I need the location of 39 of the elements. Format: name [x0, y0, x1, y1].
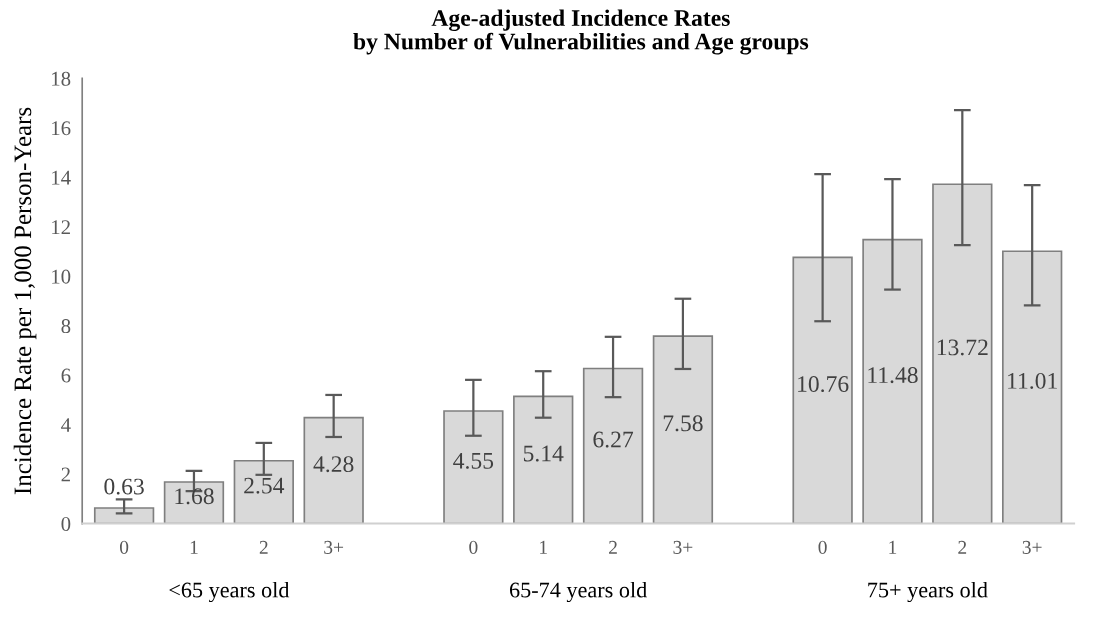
x-tick-label: 1: [190, 540, 198, 554]
y-tick-label: 16: [52, 121, 71, 136]
x-tick-label: 0: [469, 540, 478, 554]
text: <65 years old: [169, 581, 290, 603]
data-label: 11.01: [1008, 372, 1057, 389]
x-tick-label: 1: [540, 540, 547, 554]
y-tick-label: 18: [52, 71, 71, 86]
data-label: 4.55: [453, 452, 494, 469]
data-label: 11.48: [868, 367, 918, 384]
data-label: 5.14: [523, 445, 564, 462]
chart-title: Age-adjusted Incidence Rates by Number of Vulnerabilities and Age groups: [353, 9, 809, 55]
y-tick-label: 14: [52, 170, 71, 185]
x-tick-label: 1: [889, 540, 897, 554]
data-label: 2.54: [244, 477, 285, 494]
y-tick-label: 8: [61, 319, 71, 334]
data-label: 6.27: [593, 431, 634, 448]
data-label: 1.68: [175, 488, 214, 505]
x-tick-label: 3+: [324, 540, 344, 554]
x-tick-label: 2: [609, 540, 617, 554]
x-tick-label: 3+: [1022, 540, 1042, 554]
x-tick-label: 0: [119, 540, 129, 554]
data-label: 10.76: [798, 376, 849, 393]
data-label: 7.58: [663, 415, 703, 432]
x-tick-label: 3+: [673, 540, 693, 554]
x-tick-label: 2: [958, 540, 967, 554]
y-axis-title: Incidence Rate per 1,000 Person-Years: [13, 107, 37, 495]
data-label: 0.63: [104, 478, 144, 495]
y-tick-label: 2: [61, 467, 70, 482]
y-tick-label: 6: [61, 368, 71, 383]
y-tick-label: 4: [61, 418, 71, 432]
y-tick-label: 12: [52, 220, 70, 234]
x-tick-label: 0: [818, 540, 827, 554]
y-tick-label: 10: [52, 269, 71, 284]
x-tick-label: 2: [259, 540, 268, 554]
y-tick-label: 0: [61, 516, 71, 531]
text: 65-74 years old: [509, 581, 647, 603]
data-label: 4.28: [313, 456, 354, 473]
text: 75+ years old: [868, 581, 988, 603]
data-label: 13.72: [937, 339, 988, 356]
